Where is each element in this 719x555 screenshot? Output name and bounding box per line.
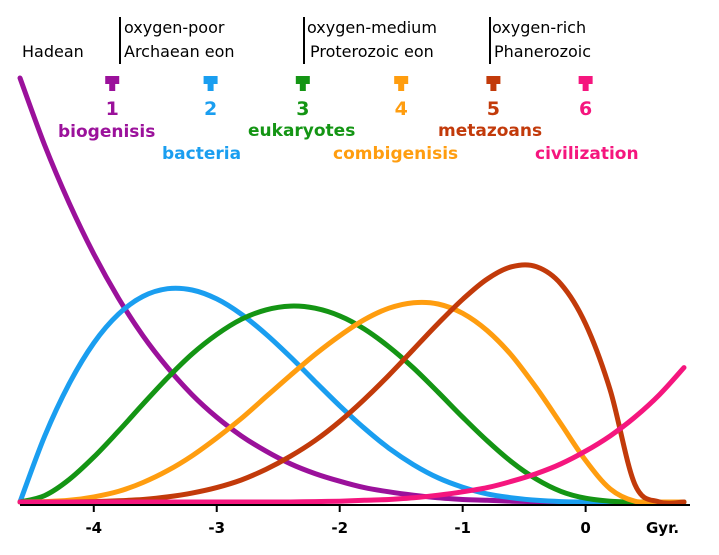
milestone-marker — [578, 76, 593, 84]
era-label: Hadean — [22, 42, 84, 61]
milestone-label: combigenisis — [333, 144, 458, 164]
era-label: oxygen-poor — [124, 18, 225, 37]
milestone-number: 6 — [579, 98, 592, 120]
milestone-marker — [203, 76, 218, 84]
curves — [17, 75, 687, 506]
milestone-marker-stem — [398, 84, 405, 91]
milestone-marker — [105, 76, 120, 84]
milestone-number: 5 — [487, 98, 500, 120]
series-line — [17, 303, 687, 505]
milestone-label: civilization — [535, 144, 639, 164]
milestone-number: 2 — [204, 98, 217, 120]
milestone-marker-stem — [109, 84, 116, 91]
milestone-number: 1 — [106, 98, 119, 120]
milestone-number: 3 — [296, 98, 309, 120]
milestone-marker — [394, 76, 409, 84]
series-line — [17, 285, 687, 505]
x-tick-label: -1 — [454, 519, 471, 537]
milestone-number: 4 — [395, 98, 408, 120]
milestone-label: eukaryotes — [248, 121, 355, 141]
milestone-marker-stem — [582, 84, 589, 91]
milestone-marker — [295, 76, 310, 84]
era-header: Hadean oxygen-poor Archaean eon oxygen-medi… — [22, 17, 591, 64]
milestone-marker — [486, 76, 501, 84]
milestone-label: biogenisis — [58, 122, 155, 142]
series-line — [17, 299, 687, 505]
x-axis-label: Gyr. — [646, 519, 679, 537]
x-tick-label: -3 — [208, 519, 225, 537]
era-label: oxygen-rich — [492, 18, 586, 37]
milestone-label: bacteria — [162, 144, 241, 164]
milestone-marker-stem — [299, 84, 306, 91]
x-axis: Gyr. -4 -3 -2 -1 0 — [20, 504, 690, 537]
x-tick-label: 0 — [580, 519, 590, 537]
era-label: oxygen-medium — [307, 18, 437, 37]
series-line — [17, 365, 687, 505]
x-tick-label: -4 — [85, 519, 102, 537]
milestone-label: metazoans — [438, 121, 542, 141]
x-tick-label: -2 — [331, 519, 348, 537]
milestone-marker-stem — [207, 84, 214, 91]
era-label: Phanerozoic — [494, 42, 591, 61]
milestone-marker-stem — [490, 84, 497, 91]
era-label: Proterozoic eon — [310, 42, 434, 61]
era-label: Archaean eon — [124, 42, 235, 61]
